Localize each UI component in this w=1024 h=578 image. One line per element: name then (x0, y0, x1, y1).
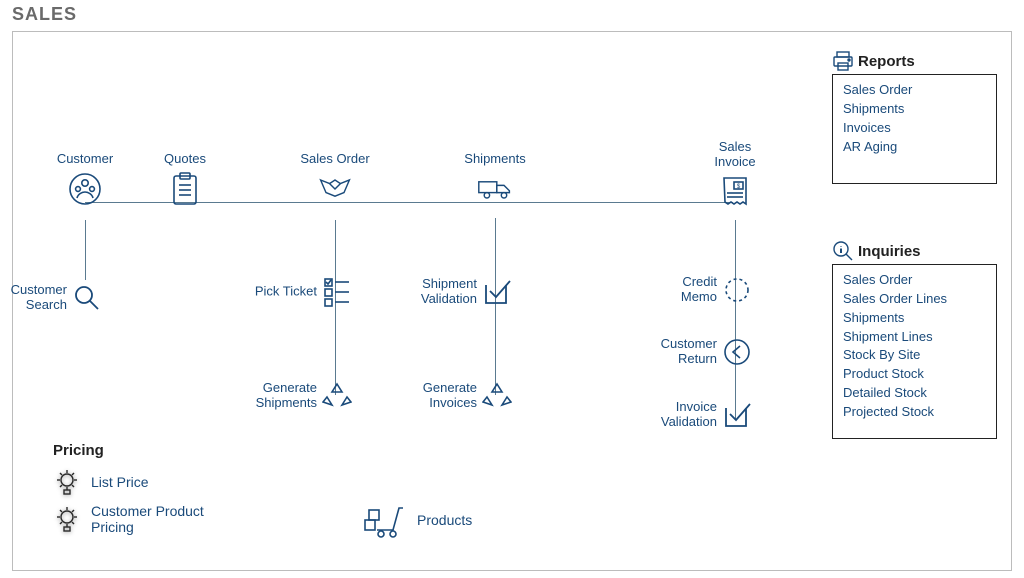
reports-header: Reports (832, 50, 997, 72)
inquiry-link[interactable]: Shipments (843, 309, 986, 328)
node-generate-shipments[interactable]: GenerateShipments (317, 378, 357, 414)
inquiry-link[interactable]: Detailed Stock (843, 384, 986, 403)
inquiries-panel: Inquiries Sales Order Sales Order Lines … (832, 240, 997, 439)
node-pick-ticket[interactable]: Pick Ticket (317, 274, 357, 310)
bulb-icon (53, 506, 81, 532)
clipboard-icon (167, 171, 203, 207)
node-quotes[interactable]: Quotes (125, 152, 245, 207)
node-shipment-validation[interactable]: ShipmentValidation (477, 274, 517, 310)
inquiry-link[interactable]: Shipment Lines (843, 328, 986, 347)
pricing-customer-product[interactable]: Customer ProductPricing (53, 503, 313, 535)
flow-canvas: Customer Quotes Sales Order (12, 31, 1012, 571)
node-customer-search[interactable]: CustomerSearch (67, 280, 107, 316)
pricing-title: Pricing (53, 442, 313, 459)
node-invoice-validation-label: InvoiceValidation (661, 400, 717, 430)
reports-list: Sales Order Shipments Invoices AR Aging (832, 74, 997, 184)
node-shipments-label: Shipments (435, 152, 555, 167)
inquiries-title: Inquiries (858, 243, 921, 260)
report-link[interactable]: Shipments (843, 100, 986, 119)
pricing-list-price[interactable]: List Price (53, 469, 313, 495)
report-link[interactable]: Invoices (843, 119, 986, 138)
inquiry-link[interactable]: Projected Stock (843, 403, 986, 422)
inquiry-link[interactable]: Sales Order Lines (843, 290, 986, 309)
pricing-item-label: List Price (91, 474, 149, 490)
pricing-item-label: Customer ProductPricing (91, 503, 204, 535)
page-title: SALES (12, 4, 1012, 25)
node-shipments[interactable]: Shipments (435, 152, 555, 207)
node-quotes-label: Quotes (125, 152, 245, 167)
node-salesinvoice[interactable]: SalesInvoice $ (675, 140, 795, 210)
printer-icon (832, 50, 854, 72)
node-salesinvoice-label: SalesInvoice (675, 140, 795, 170)
node-products[interactable]: Products (363, 502, 472, 538)
dashed-circle-icon (719, 272, 755, 308)
node-customer-search-label: CustomerSearch (11, 283, 67, 313)
node-generate-shipments-label: GenerateShipments (256, 381, 317, 411)
report-link[interactable]: Sales Order (843, 81, 986, 100)
info-search-icon (832, 240, 854, 262)
node-pick-ticket-label: Pick Ticket (255, 285, 317, 300)
checklist-icon (319, 274, 355, 310)
flow-line-invoice-branch (735, 220, 736, 420)
node-salesorder-label: Sales Order (275, 152, 395, 167)
flow-line-customer-branch (85, 220, 86, 280)
node-credit-memo-label: CreditMemo (681, 275, 717, 305)
node-credit-memo[interactable]: CreditMemo (717, 272, 757, 308)
cart-icon (363, 502, 403, 538)
bulb-icon (53, 469, 81, 495)
node-customer-return-label: CustomerReturn (661, 337, 717, 367)
truck-icon (477, 171, 513, 207)
checkbox-icon (479, 274, 515, 310)
inquiry-link[interactable]: Stock By Site (843, 346, 986, 365)
inquiry-link[interactable]: Product Stock (843, 365, 986, 384)
inquiries-list: Sales Order Sales Order Lines Shipments … (832, 264, 997, 439)
handshake-icon (317, 171, 353, 207)
customer-icon (67, 171, 103, 207)
inquiry-link[interactable]: Sales Order (843, 271, 986, 290)
checkbox-icon (719, 397, 755, 433)
node-customer-return[interactable]: CustomerReturn (717, 334, 757, 370)
back-circle-icon (719, 334, 755, 370)
node-shipment-validation-label: ShipmentValidation (421, 277, 477, 307)
search-icon (69, 280, 105, 316)
pricing-section: Pricing List Price (53, 442, 313, 543)
reports-title: Reports (858, 53, 915, 70)
inquiries-header: Inquiries (832, 240, 997, 262)
node-salesorder[interactable]: Sales Order (275, 152, 395, 207)
report-link[interactable]: AR Aging (843, 138, 986, 157)
recycle-icon (319, 378, 355, 414)
products-label: Products (417, 512, 472, 528)
recycle-icon (479, 378, 515, 414)
node-invoice-validation[interactable]: InvoiceValidation (717, 397, 757, 433)
node-generate-invoices[interactable]: GenerateInvoices (477, 378, 517, 414)
node-generate-invoices-label: GenerateInvoices (423, 381, 477, 411)
invoice-icon: $ (717, 174, 753, 210)
reports-panel: Reports Sales Order Shipments Invoices A… (832, 50, 997, 184)
